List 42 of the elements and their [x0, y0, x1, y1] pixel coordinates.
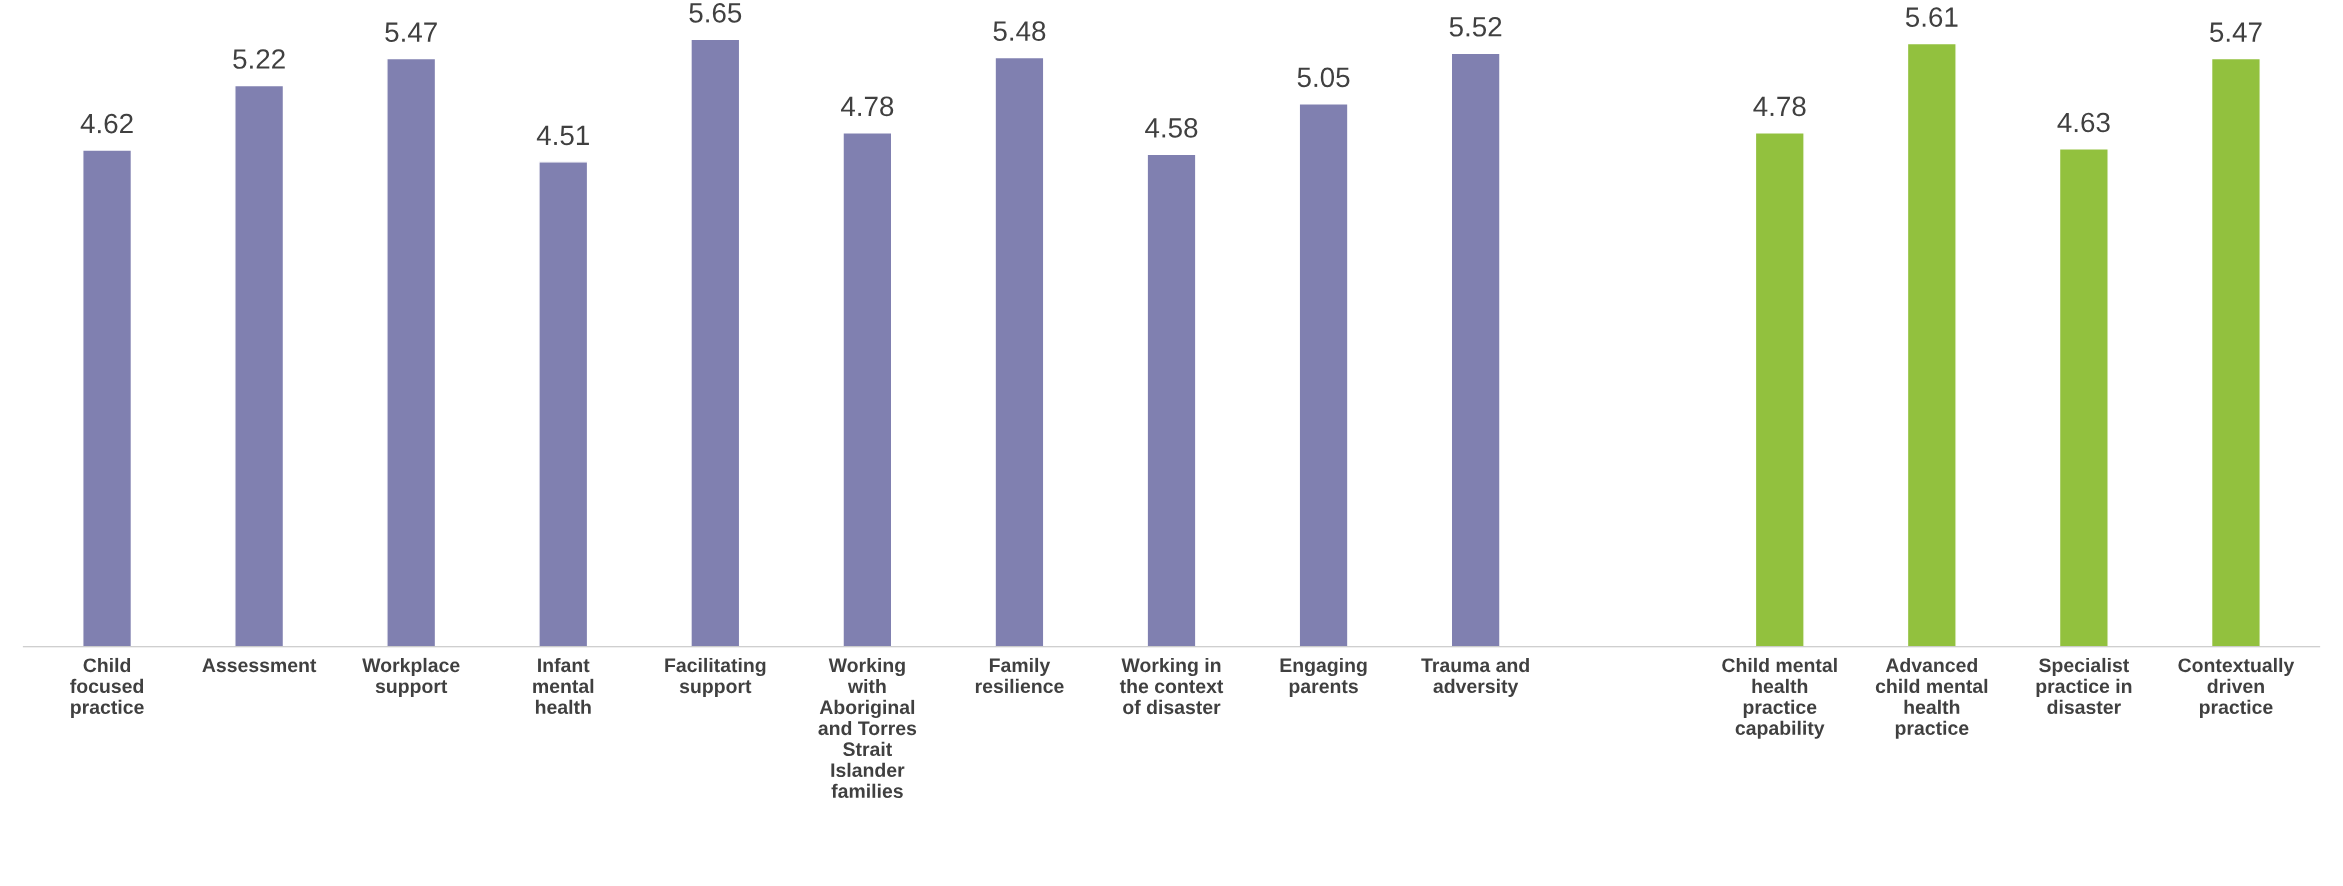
x-tick-label: Workplace support: [362, 657, 460, 697]
data-label: 4.58: [1145, 118, 1198, 138]
x-tick-label: Family resilience: [975, 657, 1064, 694]
data-label: 4.62: [80, 113, 133, 134]
data-label: 5.52: [1449, 16, 1502, 37]
x-tick-label: Specialist practice in disaster: [2036, 657, 2132, 715]
bar: [1754, 132, 1805, 647]
data-label: 5.65: [689, 2, 742, 23]
data-label: 5.05: [1297, 67, 1350, 88]
x-tick-label: Assessment: [202, 658, 317, 673]
data-label: 4.51: [536, 125, 589, 146]
data-label: 4.63: [2057, 112, 2110, 133]
bar: [234, 84, 285, 647]
x-tick-label: Child mental health practice capability: [1722, 657, 1837, 739]
bar: [1450, 52, 1501, 647]
bar: [2058, 148, 2109, 647]
bar: [1906, 42, 1957, 647]
data-label: 5.22: [233, 49, 285, 69]
bar: [690, 38, 741, 647]
x-tick-label: Trauma and adversity: [1421, 657, 1529, 697]
bar: [538, 161, 589, 647]
bar: [2210, 57, 2261, 647]
data-label: 5.47: [385, 22, 437, 42]
bar: [1146, 153, 1197, 647]
data-label: 5.48: [993, 21, 1046, 41]
data-label: 4.78: [840, 96, 894, 117]
x-tick-label: Facilitating support: [665, 657, 766, 698]
data-label: 5.61: [1905, 7, 1958, 27]
data-label: 5.47: [2210, 22, 2262, 42]
x-tick-label: Child focused practice: [70, 657, 144, 718]
x-tick-label: Advanced child mental health practice: [1875, 657, 1988, 739]
x-tick-label: Infant mental health: [533, 657, 594, 715]
bar: [82, 149, 133, 647]
bar: [1298, 103, 1349, 647]
bar: [386, 57, 437, 647]
bar: [994, 56, 1045, 647]
x-tick-label: Contextually driven practice: [2178, 657, 2295, 718]
data-label: 4.78: [1753, 96, 1806, 117]
x-tick-label: Working with Aboriginal and Torres Strait Islander families: [818, 657, 917, 799]
bar: [842, 132, 893, 647]
x-tick-label: Engaging parents: [1280, 657, 1367, 698]
x-tick-label: Working in the context of disaster: [1119, 657, 1224, 715]
